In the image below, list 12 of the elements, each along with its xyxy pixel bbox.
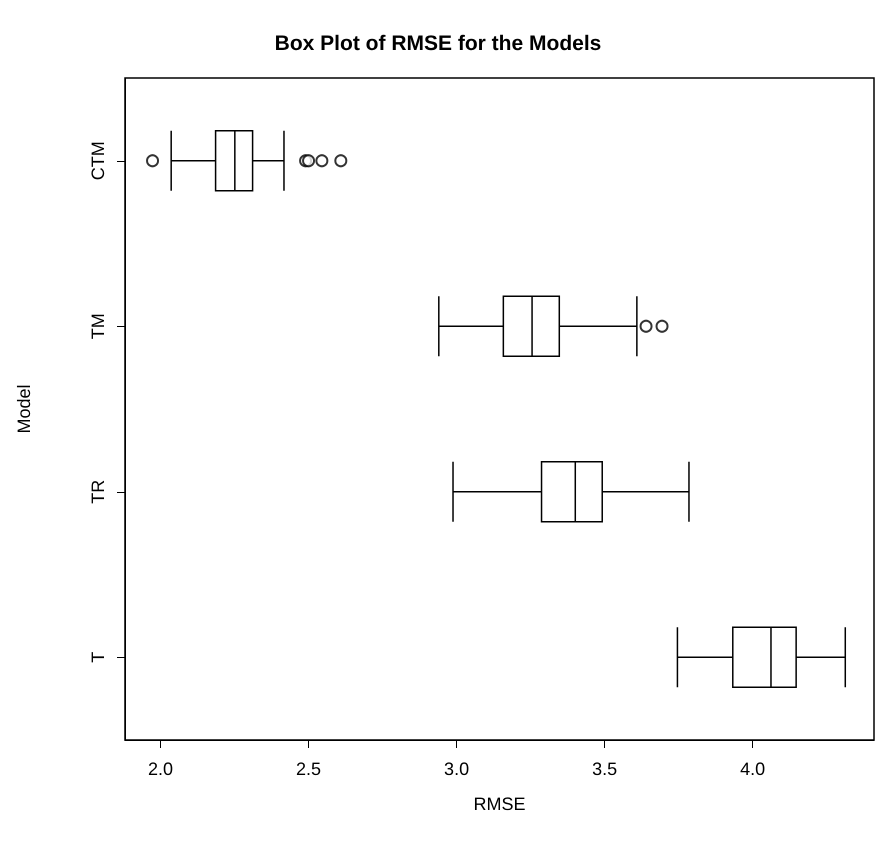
x-tick-label: 3.0: [444, 759, 470, 779]
y-tick-label: TR: [88, 480, 108, 504]
y-tick-label: T: [88, 652, 108, 663]
y-tick-label: TM: [88, 313, 108, 340]
x-axis-title: RMSE: [473, 794, 526, 814]
y-axis-title: Model: [14, 384, 34, 434]
chart-title: Box Plot of RMSE for the Models: [274, 32, 602, 55]
x-tick-label: 3.5: [592, 759, 618, 779]
x-tick-label: 4.0: [740, 759, 766, 779]
y-tick-label: CTM: [88, 141, 108, 180]
x-tick-label: 2.0: [148, 759, 174, 779]
x-tick-label: 2.5: [296, 759, 322, 779]
